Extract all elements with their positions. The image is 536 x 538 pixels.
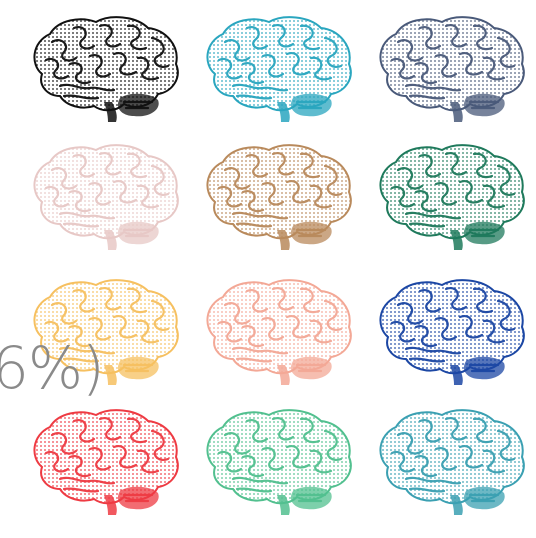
brain-salmon-illustration [195,275,359,385]
brain-slate-illustration [368,12,532,122]
brain-mint-illustration [195,405,359,515]
brain-blue-illustration [368,275,532,385]
overlay-percent-text: 6%) [0,334,105,402]
brain-red-illustration [22,405,186,515]
brain-black-illustration [22,12,186,122]
brain-pale-pink-illustration [22,140,186,250]
brain-teal-2-illustration [368,405,532,515]
brain-tan-illustration [195,140,359,250]
brain-green-illustration [368,140,532,250]
brain-yellow-illustration [22,275,186,385]
brain-teal-illustration [195,12,359,122]
